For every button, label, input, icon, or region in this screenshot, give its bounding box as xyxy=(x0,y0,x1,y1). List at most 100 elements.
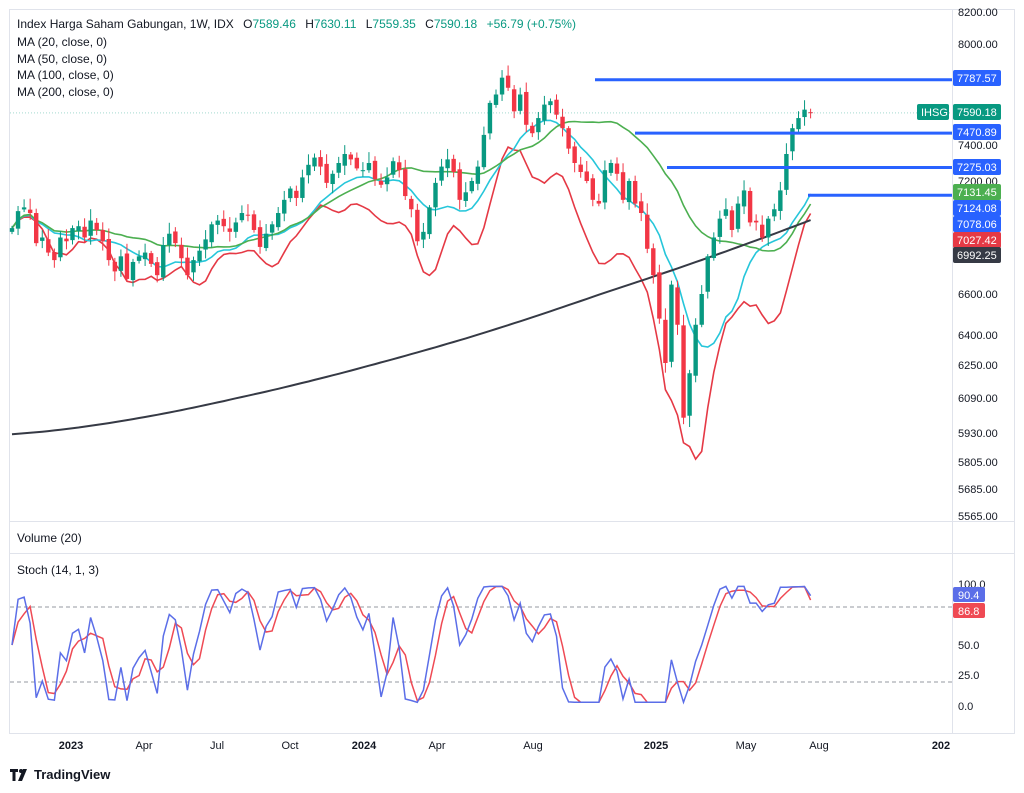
candle-3 xyxy=(27,198,33,220)
candle-49 xyxy=(306,154,311,184)
candle-99 xyxy=(608,159,614,176)
stoch-d-line xyxy=(11,585,812,704)
candle-64 xyxy=(397,155,402,178)
price-axis[interactable]: 8200.008000.007400.007200.006600.006400.… xyxy=(958,7,998,523)
stoch-pane-title[interactable]: Stoch (14, 1, 3) xyxy=(17,563,99,577)
candle-51 xyxy=(318,150,323,176)
candle-67 xyxy=(415,203,420,246)
tradingview-brand-text: TradingView xyxy=(34,767,111,782)
candle-81 xyxy=(499,70,505,101)
candle-104 xyxy=(639,192,644,222)
candle-92 xyxy=(566,126,571,154)
candle-60 xyxy=(372,156,378,186)
candle-52 xyxy=(324,154,329,189)
candle-65 xyxy=(403,159,408,200)
stoch-tick-3: 0.0 xyxy=(958,701,973,713)
candle-106 xyxy=(651,243,656,284)
low-value: 7559.35 xyxy=(372,17,416,31)
svg-text:7275.03: 7275.03 xyxy=(957,162,997,174)
svg-text:7787.57: 7787.57 xyxy=(957,73,997,85)
candle-70 xyxy=(433,177,438,217)
high-value: 7630.11 xyxy=(314,17,357,31)
candle-79 xyxy=(487,100,493,140)
candle-7 xyxy=(52,248,57,268)
symbol-name: Index Harga Saham Gabungan, 1W, IDX xyxy=(17,17,234,31)
price-tick-8: 5930.00 xyxy=(958,428,998,440)
price-tick-9: 5805.00 xyxy=(958,457,998,469)
candle-57 xyxy=(354,152,360,171)
indicator-ma100-label[interactable]: MA (100, close, 0) xyxy=(17,68,114,82)
candle-39 xyxy=(245,204,251,222)
ma20-line xyxy=(11,146,812,461)
svg-text:7124.08: 7124.08 xyxy=(957,203,997,215)
candle-44 xyxy=(276,207,281,231)
candle-96 xyxy=(590,174,595,207)
candle-111 xyxy=(681,314,686,425)
candle-2 xyxy=(21,199,27,213)
candle-28 xyxy=(179,237,184,267)
candle-87 xyxy=(536,111,541,140)
candle-123 xyxy=(753,214,759,231)
candle-77 xyxy=(475,160,481,191)
price-tick-11: 5565.00 xyxy=(958,511,998,523)
time-tick-0: 2023 xyxy=(59,740,83,752)
candle-72 xyxy=(445,148,450,178)
candle-41 xyxy=(257,220,263,254)
svg-text:6992.25: 6992.25 xyxy=(957,250,997,262)
svg-text:90.4: 90.4 xyxy=(958,590,979,602)
candle-18 xyxy=(118,249,124,277)
candle-93 xyxy=(572,141,577,173)
candle-8 xyxy=(58,231,63,262)
price-tick-6: 6250.00 xyxy=(958,360,998,372)
stoch-tick-2: 25.0 xyxy=(958,670,979,682)
candle-61 xyxy=(378,173,384,188)
tradingview-brand[interactable]: TradingView xyxy=(10,767,110,782)
candle-24 xyxy=(155,257,160,283)
time-axis[interactable]: 2023 Apr Jul Oct 2024 Apr Aug 2025 May Aug 202 xyxy=(59,740,950,752)
price-label-4: 7131.45 xyxy=(953,184,1001,200)
candle-108 xyxy=(663,308,668,373)
candle-21 xyxy=(136,250,142,264)
candle-114 xyxy=(699,285,704,328)
svg-text:86.8: 86.8 xyxy=(958,606,979,618)
candle-33 xyxy=(209,221,214,248)
candle-69 xyxy=(427,205,432,239)
indicator-ma200-label[interactable]: MA (200, close, 0) xyxy=(17,85,114,99)
candle-122 xyxy=(747,187,753,227)
time-tick-5: Apr xyxy=(428,740,445,752)
candle-26 xyxy=(167,222,172,253)
price-tick-0: 8200.00 xyxy=(958,7,998,19)
price-label-2: 7470.89 xyxy=(953,124,1001,140)
price-tick-10: 5685.00 xyxy=(958,484,998,496)
candle-91 xyxy=(560,108,565,137)
volume-pane-title[interactable]: Volume (20) xyxy=(17,531,82,545)
candle-9 xyxy=(64,229,69,250)
candle-19 xyxy=(124,243,130,282)
indicator-ma50-label[interactable]: MA (50, close, 0) xyxy=(17,52,107,66)
candle-119 xyxy=(729,206,735,238)
price-label-6: 7078.06 xyxy=(953,216,1001,232)
candle-25 xyxy=(161,236,166,281)
price-label-7: 7027.42 xyxy=(953,232,1001,248)
svg-text:7027.42: 7027.42 xyxy=(957,235,997,247)
candle-120 xyxy=(735,196,741,233)
candle-129 xyxy=(790,123,795,161)
candle-46 xyxy=(288,186,293,203)
candle-47 xyxy=(294,185,299,207)
price-label-0: 7787.57 xyxy=(953,70,1001,86)
indicator-ma20-label[interactable]: MA (20, close, 0) xyxy=(17,35,107,49)
time-tick-3: Oct xyxy=(281,740,298,752)
stoch-label-1: 86.8 xyxy=(953,603,985,618)
candle-78 xyxy=(481,126,487,170)
candle-110 xyxy=(675,280,680,335)
price-label-8: 6992.25 xyxy=(953,247,1001,263)
ma200-line xyxy=(11,219,811,436)
candle-118 xyxy=(723,198,729,219)
time-tick-9: Aug xyxy=(809,740,829,752)
candle-103 xyxy=(632,175,638,208)
candle-5 xyxy=(40,230,45,249)
candle-38 xyxy=(239,205,245,223)
candle-124 xyxy=(760,215,765,242)
horizontal-levels[interactable] xyxy=(10,78,952,197)
